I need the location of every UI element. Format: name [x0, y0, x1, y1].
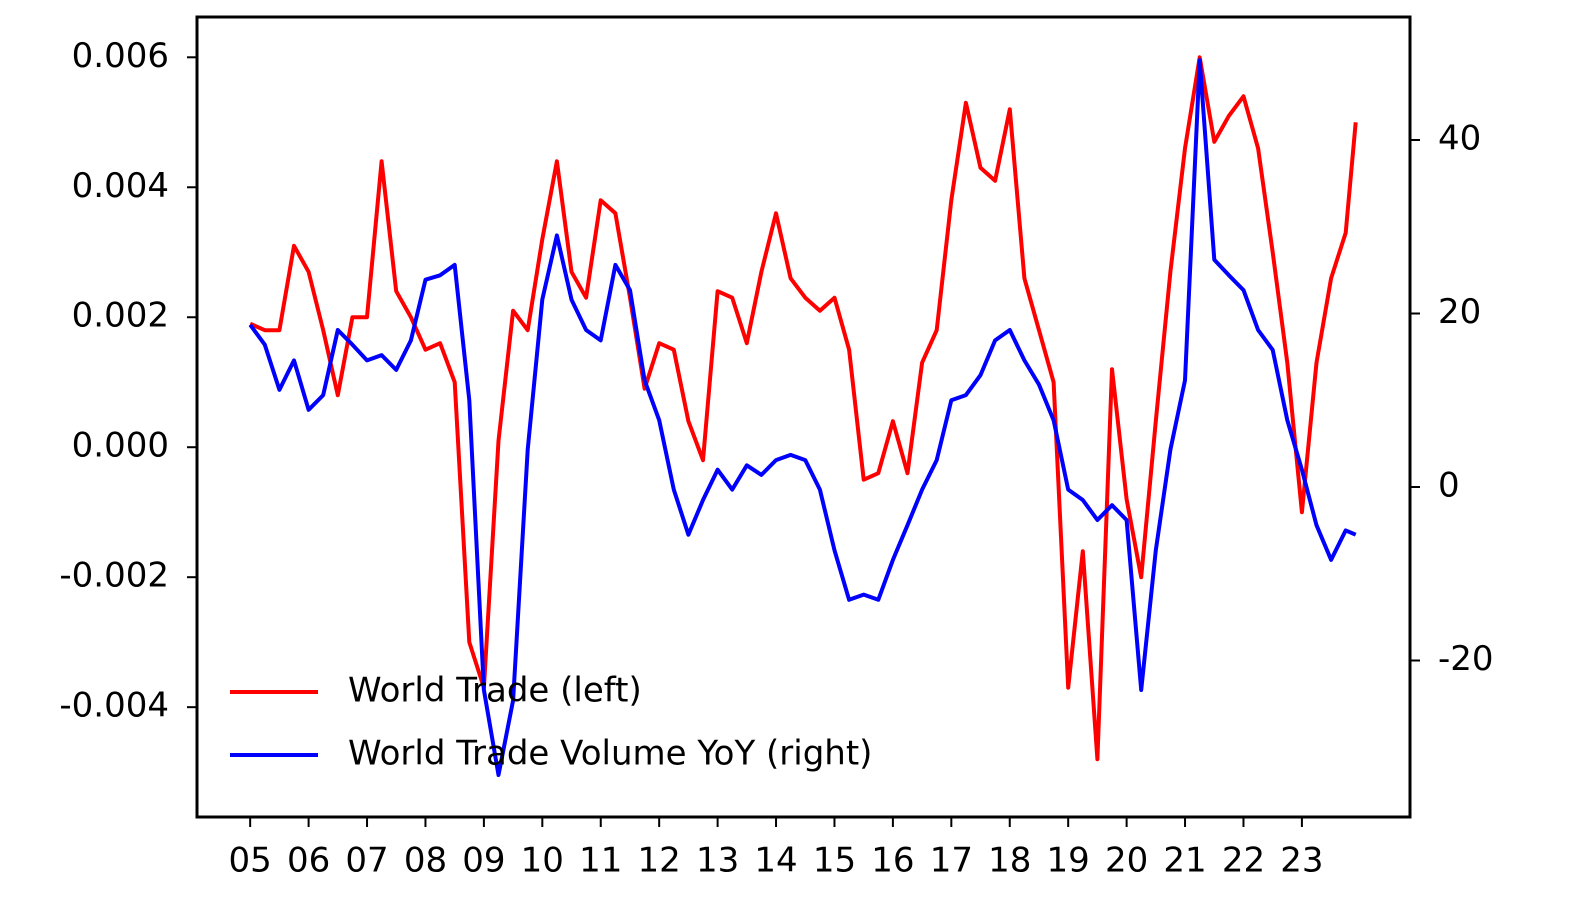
x-tick-label: 19 — [1047, 841, 1090, 881]
y-tick-label: 0.006 — [72, 36, 169, 76]
x-tick-label: 05 — [229, 841, 272, 881]
x-tick-label: 13 — [696, 841, 739, 881]
x-tick-label: 07 — [345, 841, 388, 881]
y2-tick-label: 20 — [1438, 292, 1481, 332]
series-line — [248, 58, 1357, 777]
y2-tick-label: 0 — [1438, 466, 1460, 506]
x-tick-label: 23 — [1280, 841, 1323, 881]
x-tick-label: 20 — [1105, 841, 1148, 881]
x-tick-label: 18 — [988, 841, 1031, 881]
legend-label: World Trade (left) — [348, 671, 642, 711]
y2-tick-label: 40 — [1438, 119, 1481, 159]
x-tick-label: 09 — [462, 841, 505, 881]
x-tick-label: 22 — [1222, 841, 1265, 881]
plot-frame — [195, 15, 1412, 819]
x-tick-label: 12 — [638, 841, 681, 881]
y-tick-label: -0.004 — [59, 686, 169, 726]
x-tick-label: 11 — [579, 841, 622, 881]
x-tick-label: 06 — [287, 841, 330, 881]
y-tick-label: -0.002 — [59, 556, 169, 596]
x-tick-label: 08 — [404, 841, 447, 881]
series-line — [249, 55, 1358, 762]
y-tick-label: 0.000 — [72, 426, 169, 466]
x-tick-label: 10 — [521, 841, 564, 881]
x-tick-label: 17 — [930, 841, 973, 881]
y-tick-label: 0.004 — [72, 166, 169, 206]
legend-label: World Trade Volume YoY (right) — [348, 734, 872, 774]
x-tick-label: 15 — [813, 841, 856, 881]
y-tick-label: 0.002 — [72, 296, 169, 336]
x-tick-label: 16 — [871, 841, 914, 881]
x-tick-label: 21 — [1163, 841, 1206, 881]
x-tick-label: 14 — [754, 841, 797, 881]
y2-tick-label: -20 — [1438, 639, 1494, 679]
